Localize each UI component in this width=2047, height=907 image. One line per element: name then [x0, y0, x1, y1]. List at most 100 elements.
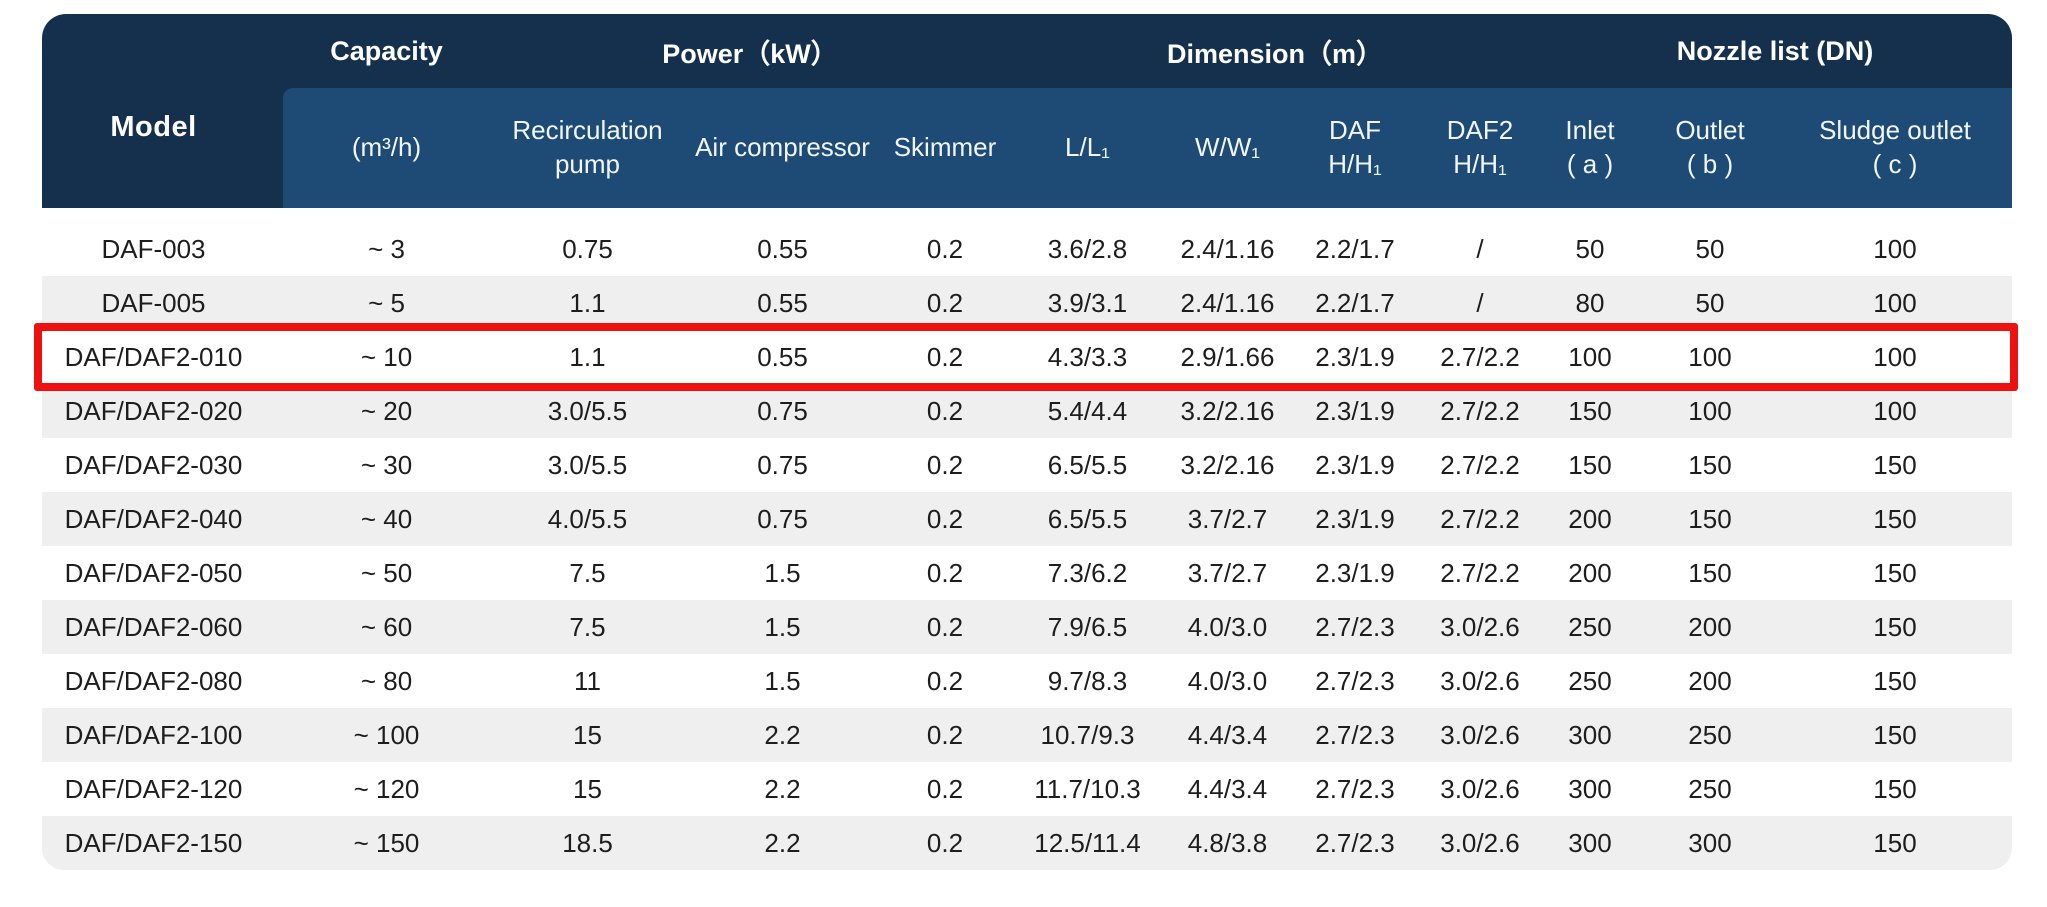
- value-cell: ~ 3: [368, 233, 405, 264]
- column-header-daf-h-h: DAF H/H₁: [1328, 115, 1382, 179]
- group-header-dimension-m: Dimension（m）: [1166, 38, 1384, 69]
- table-row-daf-daf2-020: DAF/DAF2-020 ~ 20 3.0/5.5 0.75 0.2 5.4/4.4 3.2…: [42, 384, 2012, 438]
- table-row-daf-daf2-100: DAF/DAF2-100 ~ 100 15 2.2 0.2 10.7/9.3 4.4/3.4…: [42, 708, 2012, 762]
- value-cell: 2.7/2.3: [1315, 719, 1395, 750]
- value-cell: 150: [1873, 665, 1917, 696]
- value-cell: 3.0/2.6: [1440, 827, 1520, 858]
- value-cell: 7.3/6.2: [1047, 557, 1128, 588]
- column-header-w-w: W/W₁: [1194, 132, 1261, 163]
- value-cell: 150: [1873, 503, 1917, 534]
- value-cell: 2.7/2.2: [1440, 395, 1520, 426]
- value-cell: 0.2: [926, 827, 964, 858]
- value-cell: 0.2: [926, 557, 964, 588]
- value-cell: 0.2: [926, 719, 964, 750]
- value-cell: 2.2: [764, 719, 801, 750]
- value-cell: 0.2: [926, 503, 964, 534]
- value-cell: ~ 150: [353, 827, 420, 858]
- value-cell: 2.3/1.9: [1315, 395, 1395, 426]
- value-cell: 150: [1873, 449, 1917, 480]
- value-cell: 4.0/3.0: [1187, 611, 1268, 642]
- value-cell: ~ 40: [360, 503, 413, 534]
- value-cell: 100: [1568, 341, 1612, 372]
- value-cell: 11.7/10.3: [1034, 773, 1141, 804]
- column-header-l-l: L/L₁: [1065, 132, 1110, 163]
- value-cell: 0.75: [757, 449, 808, 480]
- value-cell: 2.7/2.2: [1440, 557, 1520, 588]
- value-cell: 6.5/5.5: [1047, 503, 1128, 534]
- value-cell: 3.7/2.7: [1187, 557, 1268, 588]
- value-cell: 4.3/3.3: [1047, 341, 1128, 372]
- value-cell: 2.7/2.3: [1315, 611, 1395, 642]
- value-cell: 1.5: [764, 611, 801, 642]
- value-cell: 200: [1688, 611, 1732, 642]
- model-cell: DAF/DAF2-120: [64, 773, 243, 804]
- value-cell: 0.55: [757, 341, 808, 372]
- value-cell: 3.7/2.7: [1187, 503, 1268, 534]
- table-row-daf-daf2-040: DAF/DAF2-040 ~ 40 4.0/5.5 0.75 0.2 6.5/5.5 3.7…: [42, 492, 2012, 546]
- value-cell: 0.2: [926, 287, 964, 318]
- value-cell: 2.7/2.2: [1440, 503, 1520, 534]
- value-cell: 50: [1695, 233, 1725, 264]
- value-cell: 150: [1873, 557, 1917, 588]
- value-cell: 0.55: [757, 287, 808, 318]
- value-cell: 5.4/4.4: [1047, 395, 1128, 426]
- value-cell: 4.0/3.0: [1187, 665, 1268, 696]
- value-cell: 100: [1873, 341, 1917, 372]
- value-cell: 3.0/2.6: [1440, 665, 1520, 696]
- value-cell: 250: [1568, 665, 1612, 696]
- column-header-m-h: (m³/h): [351, 132, 422, 163]
- value-cell: ~ 60: [360, 611, 413, 642]
- value-cell: 2.2/1.7: [1315, 233, 1395, 264]
- value-cell: ~ 80: [360, 665, 413, 696]
- value-cell: 3.2/2.16: [1180, 395, 1275, 426]
- table-row-daf-daf2-030: DAF/DAF2-030 ~ 30 3.0/5.5 0.75 0.2 6.5/5.5 3.2…: [42, 438, 2012, 492]
- table-body: DAF-003 ~ 3 0.75 0.55 0.2 3.6/2.8 2.4/1.16 2.2/…: [42, 222, 2012, 870]
- value-cell: 0.75: [562, 233, 613, 264]
- value-cell: 0.75: [757, 503, 808, 534]
- value-cell: 2.3/1.9: [1315, 557, 1395, 588]
- model-cell: DAF/DAF2-050: [64, 557, 243, 588]
- value-cell: 18.5: [562, 827, 613, 858]
- model-cell: DAF/DAF2-150: [64, 827, 243, 858]
- value-cell: 300: [1568, 827, 1612, 858]
- value-cell: 150: [1688, 503, 1732, 534]
- value-cell: 100: [1873, 395, 1917, 426]
- value-cell: ~ 100: [353, 719, 420, 750]
- value-cell: 6.5/5.5: [1047, 449, 1128, 480]
- value-cell: /: [1476, 233, 1484, 264]
- value-cell: 7.5: [569, 611, 606, 642]
- table-row-daf-daf2-050: DAF/DAF2-050 ~ 50 7.5 1.5 0.2 7.3/6.2 3.7/2.7 2…: [42, 546, 2012, 600]
- model-cell: DAF/DAF2-080: [64, 665, 243, 696]
- value-cell: 0.75: [757, 395, 808, 426]
- value-cell: 3.9/3.1: [1047, 287, 1128, 318]
- value-cell: 0.2: [926, 233, 964, 264]
- value-cell: 2.7/2.3: [1315, 665, 1395, 696]
- value-cell: 10.7/9.3: [1040, 719, 1135, 750]
- group-header-nozzle-list-dn: Nozzle list (DN): [1676, 35, 1874, 66]
- value-cell: ~ 10: [360, 341, 413, 372]
- value-cell: 150: [1568, 449, 1612, 480]
- value-cell: 3.2/2.16: [1180, 449, 1275, 480]
- value-cell: 7.9/6.5: [1047, 611, 1128, 642]
- value-cell: 150: [1568, 395, 1612, 426]
- subheader-band: [283, 88, 2012, 208]
- group-header-power-kw: Power（kW）: [662, 38, 838, 69]
- value-cell: 200: [1568, 557, 1612, 588]
- value-cell: 0.2: [926, 341, 964, 372]
- value-cell: 150: [1688, 449, 1732, 480]
- table-row-daf-003: DAF-003 ~ 3 0.75 0.55 0.2 3.6/2.8 2.4/1.16 2.2/…: [42, 222, 2012, 276]
- value-cell: 100: [1873, 233, 1917, 264]
- value-cell: 2.2/1.7: [1315, 287, 1395, 318]
- value-cell: 1.5: [764, 665, 801, 696]
- model-cell: DAF/DAF2-030: [64, 449, 243, 480]
- model-cell: DAF-005: [101, 287, 206, 318]
- table-row-daf-daf2-060: DAF/DAF2-060 ~ 60 7.5 1.5 0.2 7.9/6.5 4.0/3.0 2…: [42, 600, 2012, 654]
- value-cell: 2.3/1.9: [1315, 449, 1395, 480]
- value-cell: 50: [1695, 287, 1725, 318]
- value-cell: 250: [1688, 773, 1732, 804]
- group-header-capacity: Capacity: [330, 35, 443, 66]
- model-cell: DAF/DAF2-040: [64, 503, 243, 534]
- value-cell: 2.4/1.16: [1180, 287, 1275, 318]
- column-header-recirculation-pump: Recirculation pump: [512, 115, 663, 179]
- column-header-model: Model: [110, 110, 197, 143]
